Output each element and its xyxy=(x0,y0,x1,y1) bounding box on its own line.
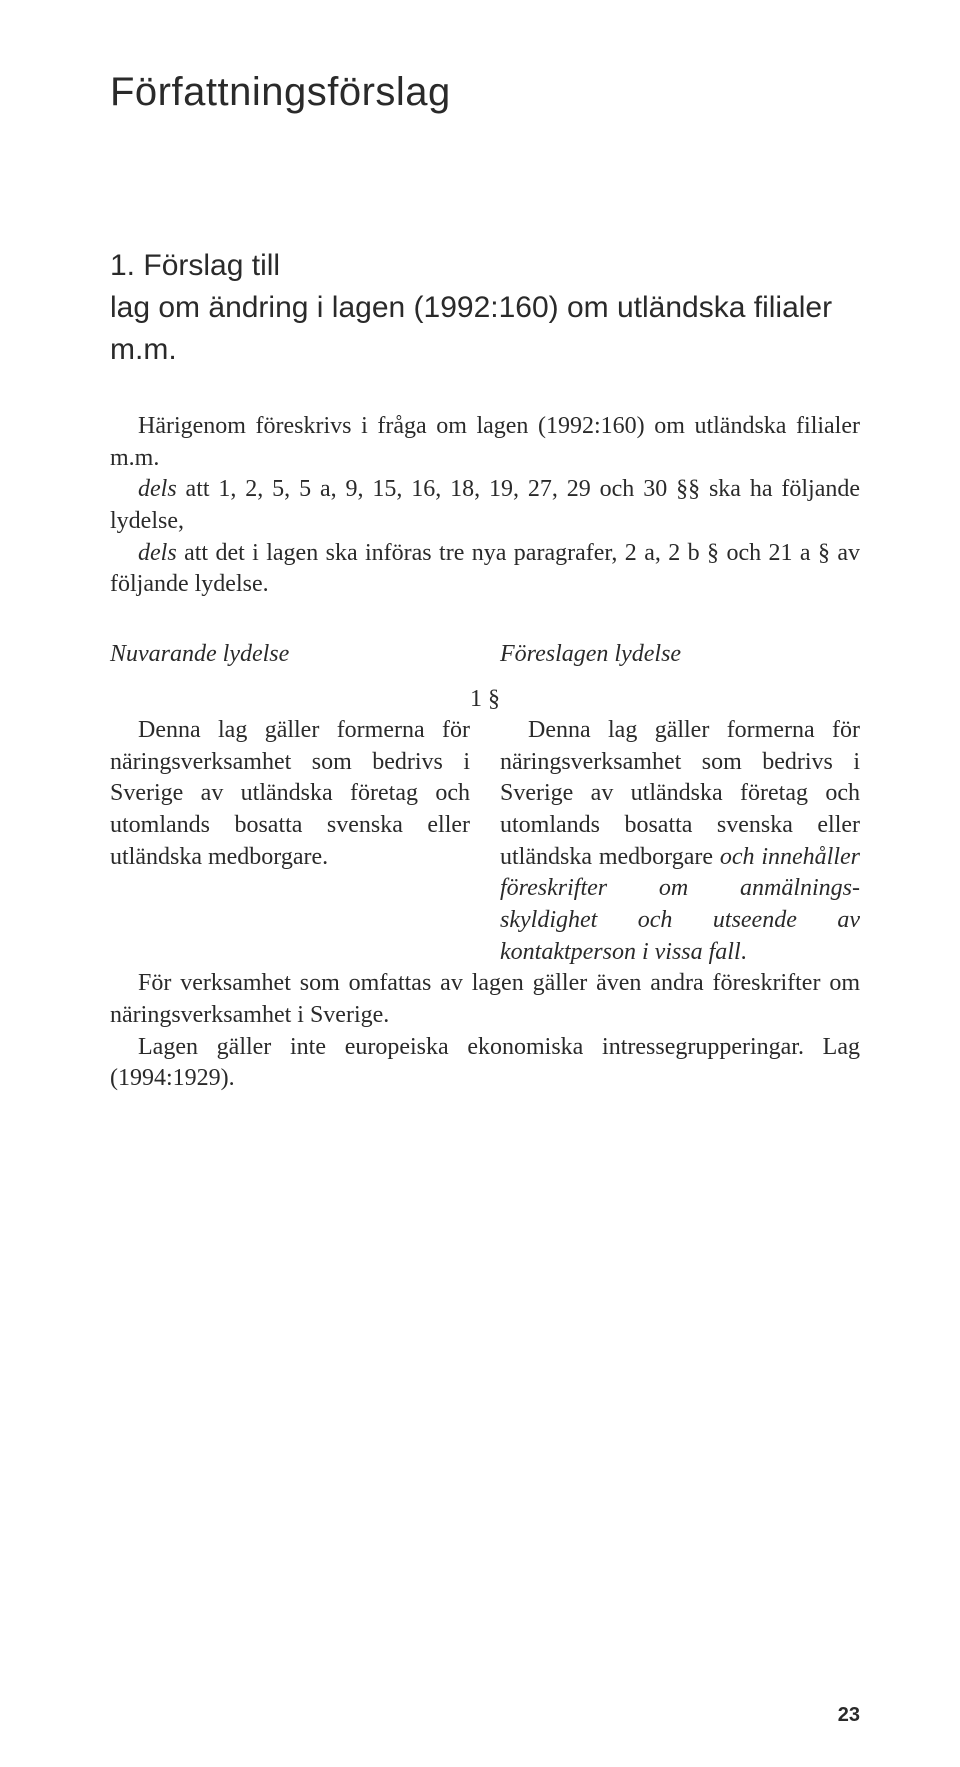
page-number: 23 xyxy=(838,1704,860,1727)
tail-paragraphs: För verksamhet som omfattas av lagen gäl… xyxy=(110,968,860,1095)
intro-dels1: dels att 1, 2, 5, 5 a, 9, 15, 16, 18, 19… xyxy=(110,474,860,537)
intro-dels2: dels att det i lagen ska införas tre nya… xyxy=(110,538,860,601)
intro-line1: Härigenom föreskrivs i fråga om lagen (1… xyxy=(110,411,860,474)
tail-line2: Lagen gäller inte europeiska ekonomiska … xyxy=(110,1032,860,1095)
tail-line1: För verksamhet som omfattas av lagen gäl… xyxy=(110,968,860,1031)
document-title: Författningsförslag xyxy=(110,70,860,115)
intro-dels1-rest: att 1, 2, 5, 5 a, 9, 15, 16, 18, 19, 27,… xyxy=(110,476,860,534)
proposal-number: 1. xyxy=(110,249,135,282)
right-col-end: . xyxy=(741,939,747,965)
intro-paragraph: Härigenom föreskrivs i fråga om lagen (1… xyxy=(110,411,860,601)
proposal-heading: 1. Förslag till lag om ändring i lagen (… xyxy=(110,245,860,371)
right-column-text: Denna lag gäller formerna för näringsver… xyxy=(500,715,860,968)
proposed-wording-header: Föreslagen lydelse xyxy=(500,641,860,668)
two-column-body: Denna lag gäller formerna för näringsver… xyxy=(110,715,860,968)
left-column-text: Denna lag gäller formerna för näringsver… xyxy=(110,715,470,873)
proposal-title-line2: lag om ändring i lagen (1992:160) om utl… xyxy=(110,291,832,366)
left-column: Denna lag gäller formerna för näringsver… xyxy=(110,715,470,968)
proposal-title-line1: Förslag till xyxy=(143,249,280,282)
current-wording-header: Nuvarande lydelse xyxy=(110,641,470,668)
intro-dels1-prefix: dels xyxy=(138,476,177,502)
section-number: 1 § xyxy=(110,686,860,713)
intro-dels2-prefix: dels xyxy=(138,540,177,566)
right-column: Denna lag gäller formerna för näringsver… xyxy=(500,715,860,968)
column-headers: Nuvarande lydelse Föreslagen lydelse xyxy=(110,641,860,668)
intro-dels2-rest: att det i lagen ska införas tre nya para… xyxy=(110,540,860,598)
